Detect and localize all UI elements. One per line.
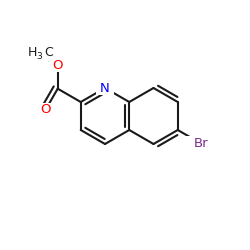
Text: 3: 3 [36,52,42,60]
Text: C: C [44,46,53,59]
Text: O: O [52,59,63,72]
Text: H: H [28,46,38,59]
FancyBboxPatch shape [49,58,67,72]
Text: Br: Br [194,137,208,150]
Text: N: N [100,82,110,94]
Text: O: O [40,104,51,117]
FancyBboxPatch shape [96,81,114,95]
FancyBboxPatch shape [186,136,216,150]
FancyBboxPatch shape [14,46,52,60]
FancyBboxPatch shape [36,103,54,117]
